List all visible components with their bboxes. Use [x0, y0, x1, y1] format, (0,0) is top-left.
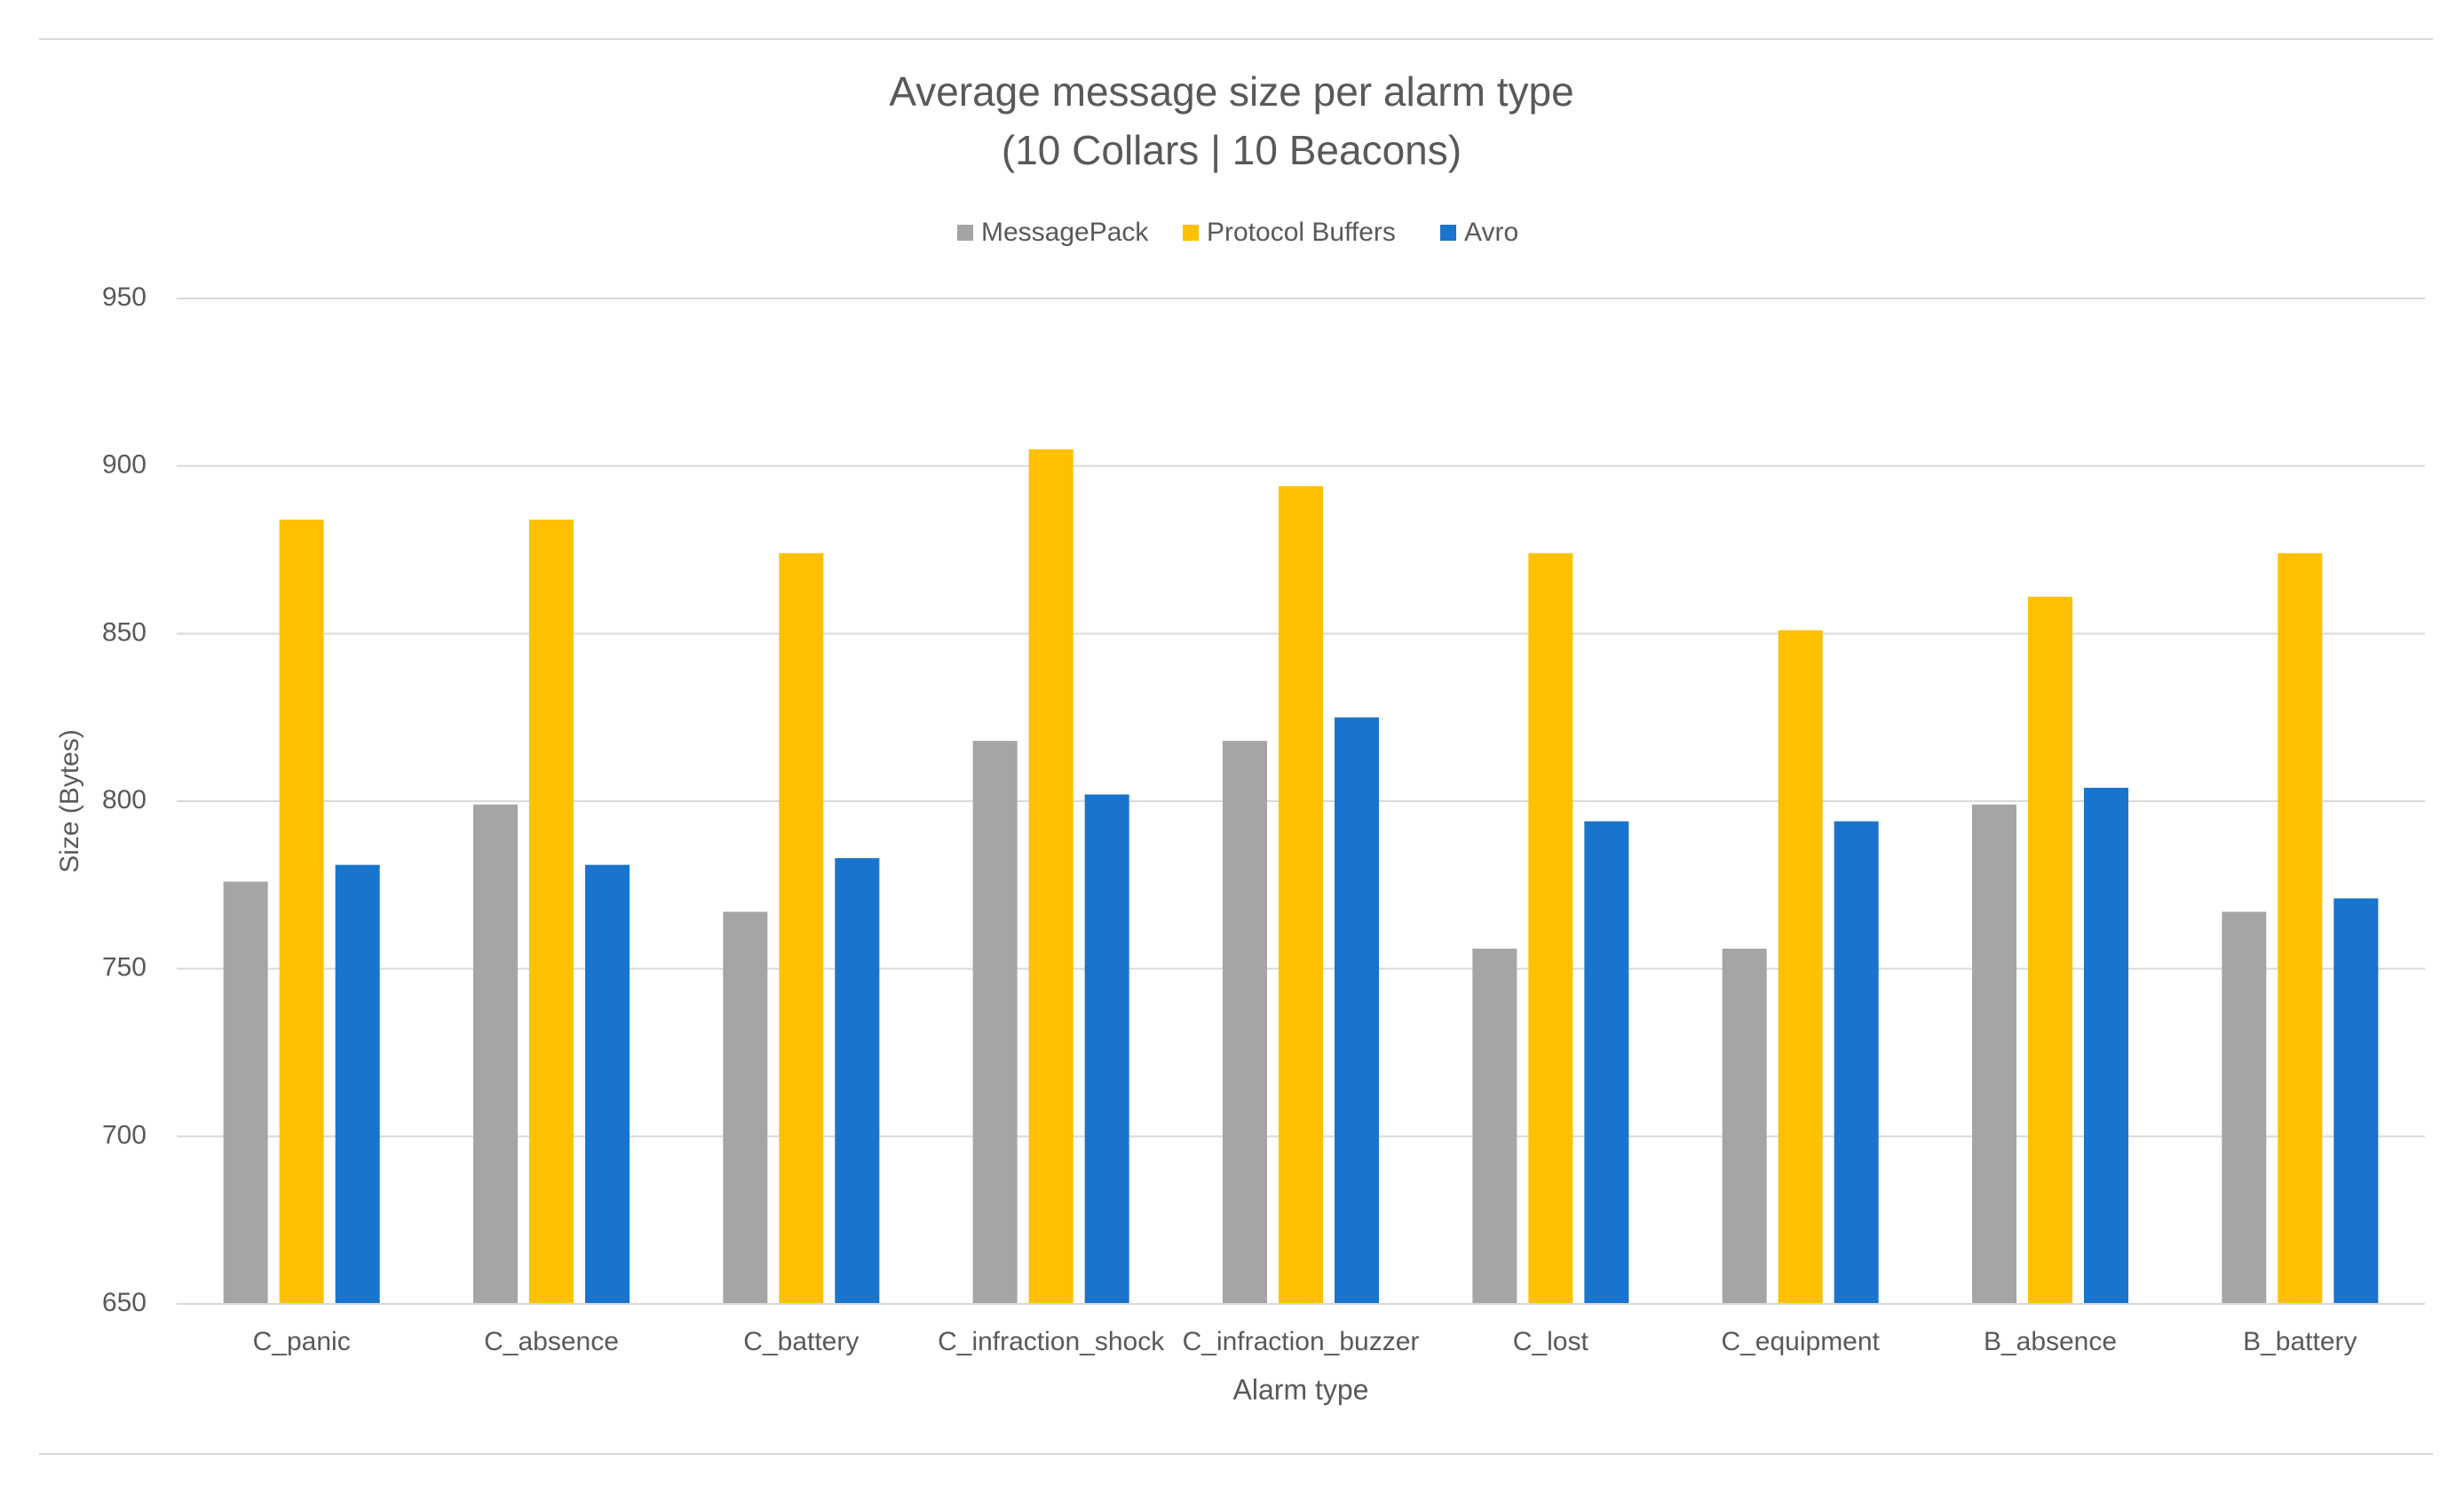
y-axis-title: Size (Bytes): [55, 729, 84, 873]
legend-label: Avro: [1464, 218, 1518, 247]
bar: [1335, 717, 1379, 1304]
y-tick-label: 750: [102, 953, 147, 982]
x-tick-label: C_absence: [484, 1327, 619, 1356]
bar: [1223, 741, 1267, 1304]
y-tick-label: 650: [102, 1288, 147, 1317]
bar: [779, 552, 824, 1304]
bar: [1584, 821, 1629, 1304]
x-tick-label: C_infraction_buzzer: [1183, 1327, 1420, 1356]
legend-label: Protocol Buffers: [1207, 218, 1396, 247]
x-tick-label: B_battery: [2243, 1327, 2357, 1356]
bar: [529, 520, 574, 1304]
y-tick-label: 950: [102, 282, 147, 312]
bar: [2278, 552, 2323, 1304]
bar: [1834, 821, 1879, 1304]
legend-swatch: [1183, 225, 1199, 241]
bar: [223, 881, 268, 1304]
x-tick-label: C_battery: [743, 1327, 859, 1356]
y-tick-label: 850: [102, 617, 147, 647]
bar: [1972, 804, 2016, 1304]
x-tick-label: C_infraction_shock: [938, 1327, 1165, 1356]
bar: [1528, 552, 1573, 1304]
legend-label: MessagePack: [981, 218, 1149, 247]
chart-title: Average message size per alarm type: [889, 68, 1573, 115]
y-tick-label: 900: [102, 450, 147, 480]
bar: [723, 911, 768, 1304]
bar: [585, 864, 630, 1304]
x-tick-label: C_lost: [1513, 1327, 1589, 1356]
bar: [1084, 794, 1129, 1304]
bar: [1472, 949, 1517, 1304]
y-tick-label: 700: [102, 1120, 147, 1149]
bar: [2028, 596, 2072, 1304]
bar: [335, 864, 380, 1304]
chart-subtitle: (10 Collars | 10 Beacons): [1002, 127, 1462, 173]
legend-swatch: [1440, 225, 1456, 241]
x-tick-label: C_equipment: [1721, 1327, 1880, 1356]
bar: [473, 804, 518, 1304]
bar: [1279, 486, 1323, 1304]
x-axis-title: Alarm type: [1233, 1373, 1369, 1405]
bar: [2333, 898, 2379, 1304]
bar: [972, 741, 1018, 1304]
bar: [1722, 949, 1767, 1304]
bar: [1028, 449, 1074, 1304]
bar: [2084, 787, 2128, 1304]
bar: [1778, 630, 1823, 1304]
y-tick-label: 800: [102, 785, 147, 815]
bar: [835, 858, 880, 1304]
bar: [279, 520, 324, 1304]
x-tick-label: C_panic: [253, 1327, 351, 1356]
legend-swatch: [957, 225, 973, 241]
x-tick-label: B_absence: [1984, 1327, 2117, 1356]
bar: [2222, 911, 2267, 1304]
